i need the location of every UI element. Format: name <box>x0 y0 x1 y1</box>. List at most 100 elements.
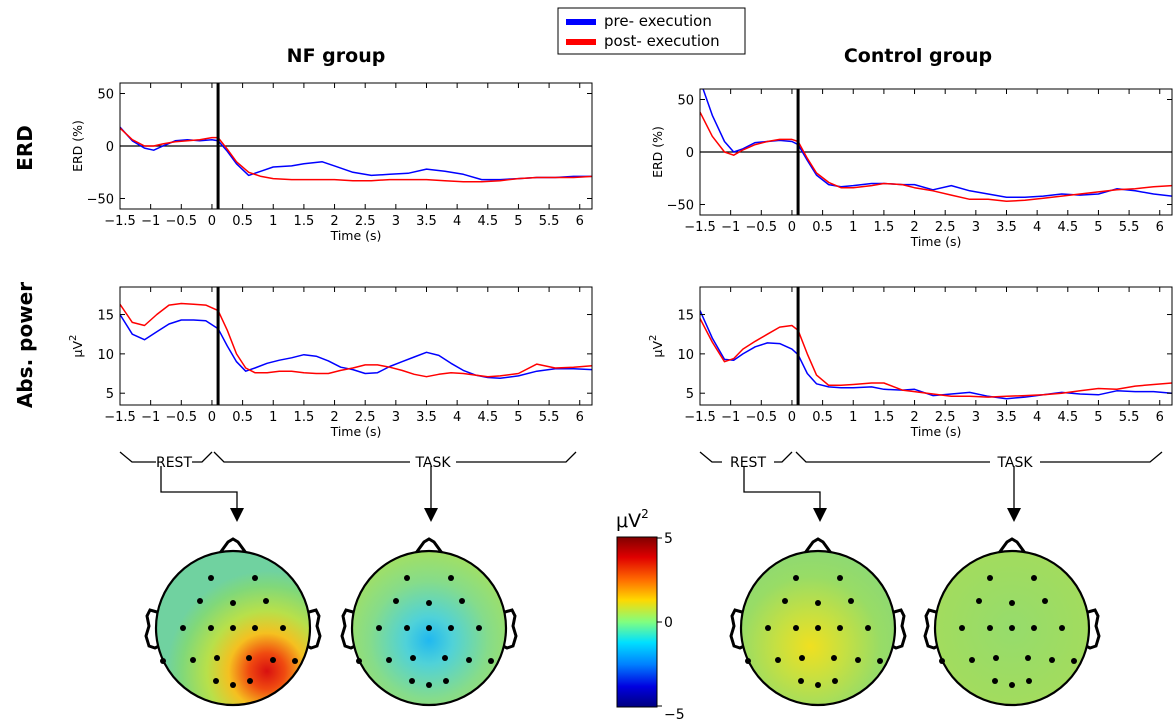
x-tick-label: 2.5 <box>935 220 956 235</box>
electrode-dot <box>409 678 415 684</box>
electrode-dot <box>939 658 945 664</box>
nose-icon <box>414 537 444 554</box>
electrode-dot <box>837 625 843 631</box>
electrode-dot <box>292 658 298 664</box>
series-line-pre <box>700 310 1172 400</box>
x-tick-label: 3.5 <box>996 220 1017 235</box>
topomap-control-task <box>923 537 1101 707</box>
x-tick-label: 4.5 <box>477 214 498 229</box>
x-tick-label: 5 <box>514 214 522 229</box>
electrode-dot <box>993 655 999 661</box>
right-ear-icon <box>502 608 518 650</box>
nose-icon <box>218 537 248 554</box>
electrode-dot <box>410 655 416 661</box>
left-ear-icon <box>923 608 939 650</box>
x-tick-label: 4 <box>453 410 461 425</box>
x-axis-label: Time (s) <box>330 424 382 439</box>
plot-control-power: −1.5 −1 −0.5 0 0.5 1 1.5 2 2.5 3 3.5 4 4.5 5 5.5 6 15 10 5… <box>648 286 1173 439</box>
electrode-dot <box>848 598 854 604</box>
x-tick-label: −0.5 <box>166 410 198 425</box>
x-axis-label: Time (s) <box>910 424 962 439</box>
x-tick-label: −1.5 <box>684 220 716 235</box>
y-tick-label: 0 <box>106 140 114 155</box>
electrode-dot <box>855 657 861 663</box>
electrode-dot <box>208 575 214 581</box>
electrode-dot <box>426 600 432 606</box>
electrode-dot <box>270 657 276 663</box>
electrode-dot <box>214 655 220 661</box>
x-tick-label: 4.5 <box>1057 220 1078 235</box>
x-tick-label: 3 <box>972 410 980 425</box>
electrode-dot <box>230 625 236 631</box>
right-ear-icon <box>306 608 322 650</box>
electrode-dot <box>793 575 799 581</box>
electrode-dot <box>376 625 382 631</box>
y-tick-label: 50 <box>97 88 114 103</box>
left-ear-icon <box>729 608 745 650</box>
x-tick-label: −1.5 <box>684 410 716 425</box>
x-tick-label: −1 <box>141 214 160 229</box>
x-tick-label: 5 <box>514 410 522 425</box>
x-tick-label: −1.5 <box>104 214 136 229</box>
column-title-control: Control group <box>844 45 992 67</box>
row-title-abs-power: Abs. power <box>13 282 37 408</box>
electrode-dot <box>1042 598 1048 604</box>
series-line-post <box>120 302 592 378</box>
x-tick-label: 1.5 <box>294 214 315 229</box>
electrode-dot <box>448 625 454 631</box>
electrode-dot <box>765 625 771 631</box>
plot-nf-power: −1.5 −1 −0.5 0 0.5 1 1.5 2 2.5 3 3.5 4 4.5 5 5.5 6 15 10 5… <box>68 286 593 439</box>
electrode-dot <box>837 575 843 581</box>
left-ear-icon <box>144 608 160 650</box>
electrode-dot <box>404 625 410 631</box>
electrode-dot <box>230 682 236 688</box>
electrode-dot <box>877 658 883 664</box>
left-ear-icon <box>340 608 356 650</box>
x-tick-label: 0.5 <box>232 410 253 425</box>
right-ear-icon <box>1085 608 1101 650</box>
series-line-pre <box>120 126 592 181</box>
legend-swatch-post <box>566 39 596 45</box>
nose-icon <box>803 537 833 554</box>
electrode-dot <box>252 575 258 581</box>
x-tick-label: 0.5 <box>812 410 833 425</box>
electrode-dot <box>1025 655 1031 661</box>
electrode-dot <box>976 598 982 604</box>
electrode-dot <box>1071 658 1077 664</box>
x-tick-label: 0.5 <box>812 220 833 235</box>
plot-area <box>120 287 592 405</box>
series-line-post <box>700 318 1172 398</box>
electrode-dot <box>1049 657 1055 663</box>
y-tick-label: 15 <box>677 309 694 324</box>
colorbar-tick-min: −5 <box>664 707 685 723</box>
x-tick-label: 5.5 <box>539 214 560 229</box>
x-tick-label: −0.5 <box>746 410 778 425</box>
legend: pre- execution post- execution <box>557 7 746 55</box>
x-tick-label: 1.5 <box>874 220 895 235</box>
arrow-task-nf <box>424 508 438 522</box>
x-tick-label: 4 <box>1033 410 1041 425</box>
x-tick-label: 1 <box>269 410 277 425</box>
electrode-dot <box>246 655 252 661</box>
x-tick-label: 3 <box>392 410 400 425</box>
electrode-dot <box>459 598 465 604</box>
plot-frame <box>699 286 1173 406</box>
colorbar-tick-max: 5 <box>664 531 673 547</box>
x-tick-label: −0.5 <box>746 220 778 235</box>
y-tick-label: 15 <box>97 309 114 324</box>
y-tick-label: −50 <box>667 199 694 214</box>
x-tick-label: 3.5 <box>996 410 1017 425</box>
electrode-dot <box>831 655 837 661</box>
y-axis-label: μV2 <box>68 335 85 358</box>
electrode-dot <box>969 657 975 663</box>
x-tick-label: −1 <box>141 410 160 425</box>
x-tick-label: 0 <box>208 214 216 229</box>
topomap-nf-rest <box>144 537 322 707</box>
y-tick-label: 50 <box>677 94 694 109</box>
electrode-dot <box>252 625 258 631</box>
electrode-dot <box>987 575 993 581</box>
label-rest-nf: REST <box>156 455 192 471</box>
electrode-dot <box>280 625 286 631</box>
x-tick-label: 4 <box>1033 220 1041 235</box>
y-axis-label: μV2 <box>648 335 665 358</box>
